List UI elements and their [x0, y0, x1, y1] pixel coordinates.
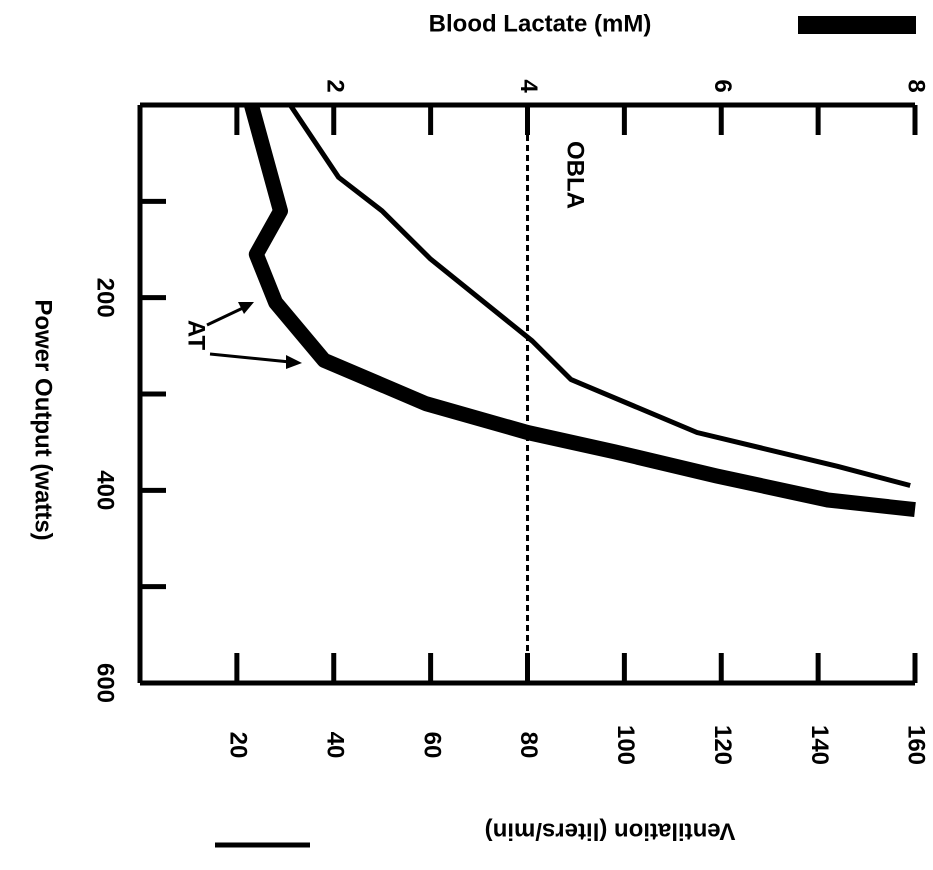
y-tick-label: 6	[709, 79, 736, 92]
y2-tick-label: 20	[225, 732, 252, 759]
series-line	[244, 103, 916, 518]
y-tick-label: 8	[903, 79, 930, 92]
y-tick-label: 2	[321, 79, 348, 92]
x-axis-title: Power Output (watts)	[30, 299, 57, 540]
series-line	[288, 103, 911, 488]
y2-tick-label: 100	[612, 725, 639, 765]
y2-tick-label: 60	[418, 732, 445, 759]
y2-axis-title: Ventilation (liters/min)	[485, 818, 736, 845]
y-tick-label: 4	[515, 79, 542, 93]
y2-tick-label: 140	[806, 725, 833, 765]
y2-tick-label: 160	[903, 725, 930, 765]
y2-tick-label: 80	[515, 732, 542, 759]
x-tick-label: 600	[92, 663, 119, 703]
y2-tick-label: 120	[709, 725, 736, 765]
threshold-label: OBLA	[562, 141, 589, 209]
x-tick-label: 400	[92, 470, 119, 510]
at-arrows	[206, 302, 302, 369]
y-axis-title: Blood Lactate (mM)	[429, 10, 652, 37]
annotation: AT	[183, 320, 210, 351]
legend-swatch-lactate	[798, 16, 916, 34]
y2-tick-label: 40	[321, 732, 348, 759]
x-tick-label: 200	[92, 278, 119, 318]
